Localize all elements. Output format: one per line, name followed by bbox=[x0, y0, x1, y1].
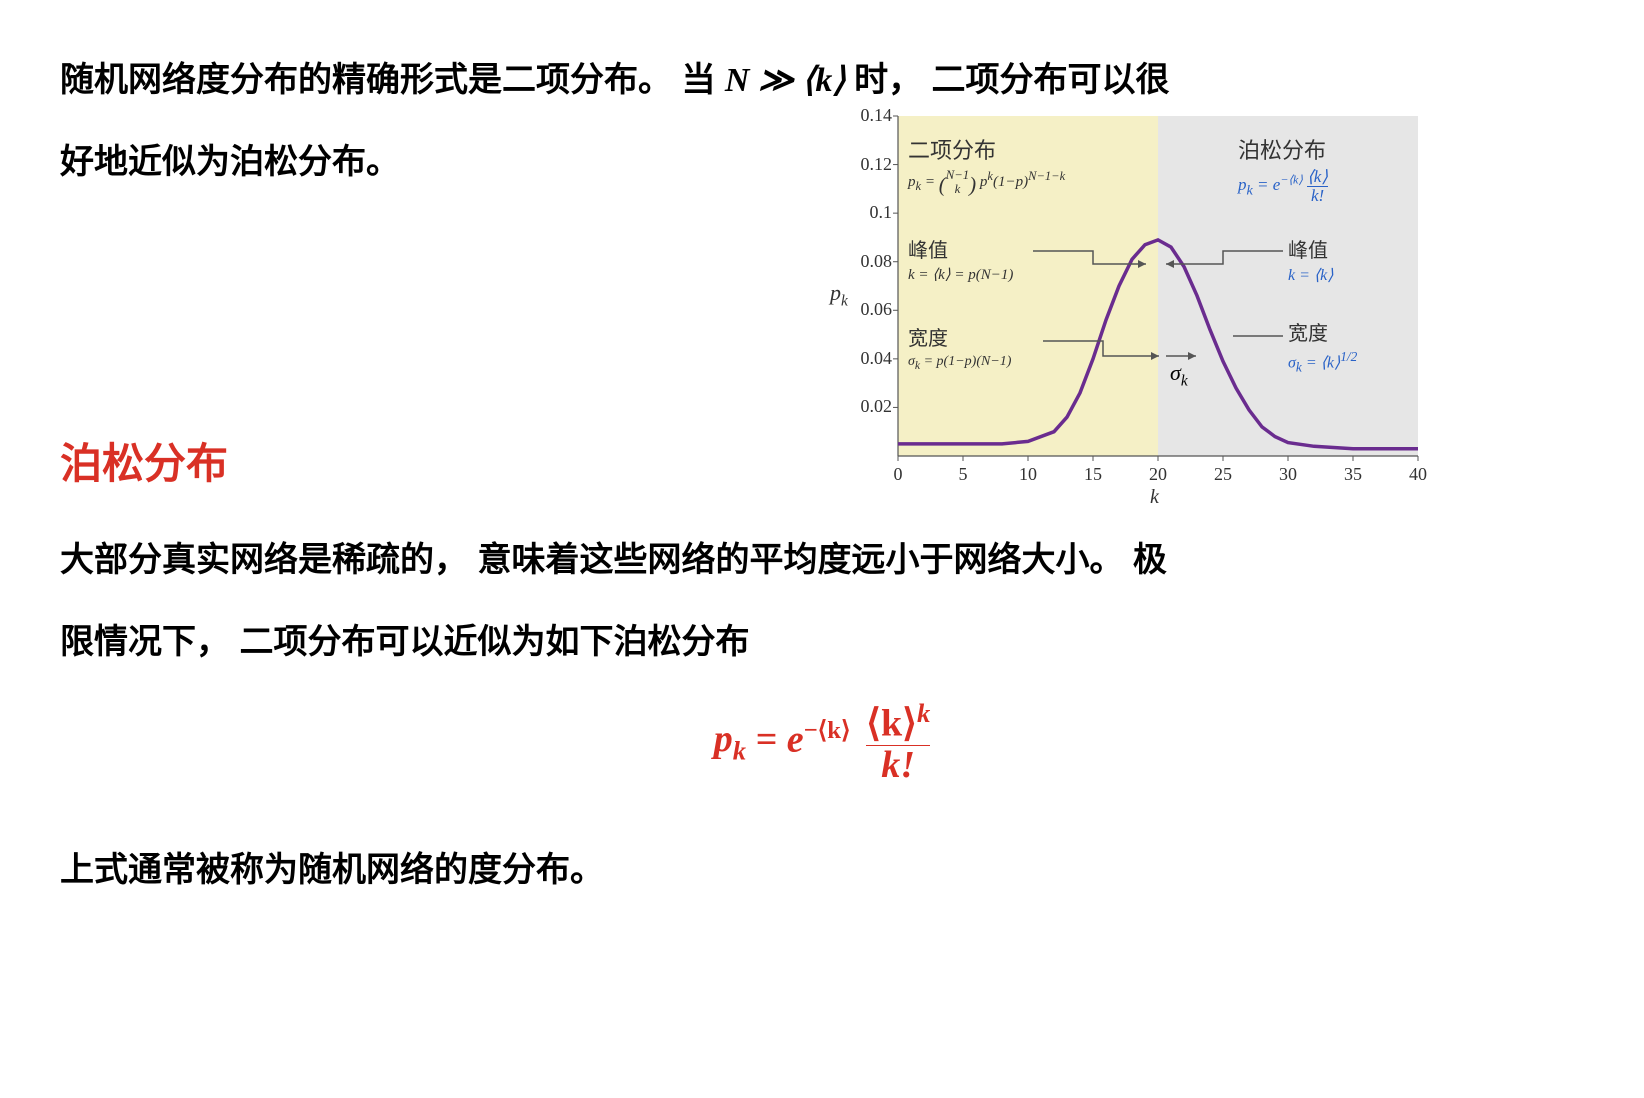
curve-svg bbox=[898, 116, 1418, 456]
formula-p-sub: k bbox=[733, 736, 746, 766]
para3-text: 上式通常被称为随机网络的度分布。 bbox=[60, 851, 604, 889]
x-axis-label: k bbox=[1150, 486, 1159, 509]
y-tick: 0.06 bbox=[844, 299, 892, 320]
x-tick: 10 bbox=[1016, 464, 1040, 485]
para1-text-a: 随机网络度分布的精确形式是二项分布。 当 bbox=[60, 61, 715, 99]
x-tick: 15 bbox=[1081, 464, 1105, 485]
anno-binomial-title: 二项分布 bbox=[908, 136, 996, 166]
anno-binomial-peak: 峰值 k = ⟨k⟩ = p(N−1) bbox=[908, 238, 1013, 285]
formula-num: ⟨k⟩ bbox=[866, 703, 917, 745]
formula-exp: −⟨k⟩ bbox=[804, 717, 851, 744]
x-tick: 0 bbox=[886, 464, 910, 485]
formula-eq: = e bbox=[756, 718, 804, 760]
formula-p: p bbox=[714, 718, 733, 760]
y-tick: 0.14 bbox=[844, 105, 892, 126]
y-tick: 0.08 bbox=[844, 251, 892, 272]
x-tick: 25 bbox=[1211, 464, 1235, 485]
paragraph-3: 上式通常被称为随机网络的度分布。 bbox=[60, 830, 1584, 912]
x-tick: 30 bbox=[1276, 464, 1300, 485]
x-tick: 5 bbox=[951, 464, 975, 485]
distribution-chart: pk bbox=[820, 110, 1440, 510]
y-tick: 0.12 bbox=[844, 154, 892, 175]
anno-poisson-width: 宽度 σk = ⟨k⟩1/2 bbox=[1288, 321, 1357, 377]
anno-poisson-title: 泊松分布 bbox=[1238, 136, 1326, 166]
anno-poisson-formula: pk = e−⟨k⟩ ⟨k⟩k! bbox=[1238, 168, 1328, 205]
anno-poisson-peak: 峰值 k = ⟨k⟩ bbox=[1288, 238, 1333, 287]
heading-text: 泊松分布 bbox=[60, 440, 228, 487]
y-tick: 0.02 bbox=[844, 396, 892, 417]
x-tick: 35 bbox=[1341, 464, 1365, 485]
x-tick: 20 bbox=[1146, 464, 1170, 485]
para1-text-c: 好地近似为泊松分布。 bbox=[60, 143, 400, 181]
para2-text-a: 大部分真实网络是稀疏的， 意味着这些网络的平均度远小于网络大小。 极 bbox=[60, 541, 1167, 579]
formula-den: k! bbox=[881, 744, 915, 786]
y-tick: 0.1 bbox=[844, 202, 892, 223]
formula-num-sup: k bbox=[917, 698, 930, 728]
y-tick: 0.04 bbox=[844, 348, 892, 369]
para1-text-b: 时， 二项分布可以很 bbox=[854, 61, 1169, 99]
anno-binomial-formula: pk = (N−1k) pk(1−p)N−1−k bbox=[908, 168, 1065, 199]
x-tick: 40 bbox=[1406, 464, 1430, 485]
poisson-formula: pk = e−⟨k⟩ ⟨k⟩k k! bbox=[0, 700, 1644, 785]
paragraph-2: 大部分真实网络是稀疏的， 意味着这些网络的平均度远小于网络大小。 极 限情况下，… bbox=[60, 520, 1584, 683]
para1-math: N ≫ ⟨k⟩ bbox=[725, 62, 854, 99]
sigma-k-label: σk bbox=[1170, 360, 1188, 390]
section-heading-poisson: 泊松分布 bbox=[60, 430, 228, 491]
plot-area: 二项分布 pk = (N−1k) pk(1−p)N−1−k 峰值 k = ⟨k⟩… bbox=[898, 116, 1418, 456]
anno-binomial-width: 宽度 σk = p(1−p)(N−1) bbox=[908, 326, 1011, 374]
para2-text-b: 限情况下， 二项分布可以近似为如下泊松分布 bbox=[60, 623, 749, 661]
